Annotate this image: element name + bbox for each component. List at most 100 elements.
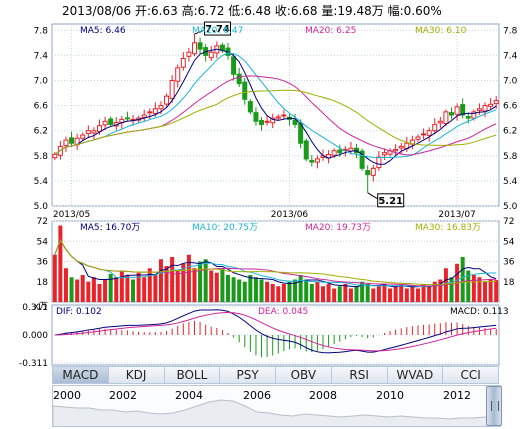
high-annotation-leader bbox=[194, 29, 205, 35]
volume-ytick-left: 72 bbox=[37, 217, 48, 227]
timeline-year: 2008 bbox=[309, 389, 337, 402]
volume-bar bbox=[231, 277, 236, 302]
low-annotation-label: 5.21 bbox=[378, 196, 403, 207]
low-annotation-box bbox=[377, 193, 405, 208]
volume-bar bbox=[91, 277, 96, 302]
price-ytick-right: 7.8 bbox=[503, 26, 518, 36]
tab-obv[interactable]: OBV bbox=[276, 366, 332, 384]
volume-bar bbox=[86, 281, 91, 302]
candle-body bbox=[85, 130, 91, 135]
candle-body bbox=[197, 42, 203, 50]
volume-bar bbox=[354, 286, 359, 302]
volume-bar bbox=[253, 277, 258, 302]
candle-body bbox=[426, 130, 432, 136]
volume-bar bbox=[103, 279, 108, 302]
candle-body bbox=[108, 118, 114, 125]
macd-legend-item: DEA: 0.045 bbox=[258, 307, 308, 317]
price-ytick-right: 7.4 bbox=[503, 51, 518, 61]
quote-date: 2013/08/06 bbox=[62, 4, 132, 18]
volume-bar bbox=[393, 286, 398, 302]
price-ytick-left: 5.4 bbox=[34, 177, 49, 187]
price-ma30-line bbox=[54, 89, 497, 155]
volume-bar bbox=[298, 275, 303, 302]
candle-body bbox=[247, 101, 253, 113]
candle-body bbox=[421, 133, 427, 136]
volume-bar bbox=[203, 259, 208, 302]
candle-body bbox=[236, 73, 242, 85]
candle-body bbox=[493, 100, 499, 105]
candle-body bbox=[370, 167, 376, 176]
volume-ma30-line bbox=[54, 238, 497, 286]
timeline-year: 2002 bbox=[109, 389, 137, 402]
close-value: 6.68 bbox=[290, 4, 318, 18]
volume-bar bbox=[52, 254, 57, 302]
candle-body bbox=[376, 156, 382, 169]
timeline-drag-handle[interactable] bbox=[486, 386, 502, 426]
volume-ytick-left: 54 bbox=[37, 237, 49, 247]
macd-legend-item: MACD: 0.113 bbox=[450, 307, 509, 317]
price-ytick-left: 7.8 bbox=[34, 26, 49, 36]
candle-body bbox=[158, 105, 164, 110]
volume-bar bbox=[360, 281, 365, 302]
volume-bar bbox=[276, 286, 281, 302]
volume-bar bbox=[209, 270, 214, 302]
tab-cci[interactable]: CCI bbox=[443, 366, 499, 384]
tab-psy[interactable]: PSY bbox=[220, 366, 276, 384]
volume-bar bbox=[388, 288, 393, 302]
volume-bar bbox=[147, 268, 152, 302]
candle-body bbox=[476, 108, 482, 111]
volume-bar bbox=[466, 270, 471, 302]
candle-body bbox=[449, 112, 455, 116]
high-value: 6.72 bbox=[197, 4, 225, 18]
candle-body bbox=[314, 158, 320, 163]
high-label: 高: bbox=[181, 4, 198, 18]
volume-legend-ma: MA10: 20.75万 bbox=[192, 223, 258, 233]
volume-bar bbox=[158, 259, 163, 302]
price-ytick-right: 5.0 bbox=[503, 202, 518, 212]
volume-bar bbox=[80, 275, 85, 302]
candle-body bbox=[465, 116, 471, 119]
candle-body bbox=[359, 150, 365, 169]
timeline-navigator[interactable]: 2000 2002 2004 2006 2008 2010 2012 bbox=[52, 385, 501, 427]
volume-bar bbox=[483, 281, 488, 302]
candle-body bbox=[180, 58, 186, 68]
volume-unit-label: x万 bbox=[34, 302, 48, 312]
candle-body bbox=[141, 114, 147, 118]
candle-body bbox=[303, 140, 309, 160]
volume-bar bbox=[131, 279, 136, 302]
candle-body bbox=[242, 81, 248, 100]
stock-chart[interactable]: 7.8 7.8 7.4 7.4 7.0 7.0 6.6 6.6 6.2 6.2 5.8 5.8 5.4 5… bbox=[0, 0, 525, 366]
price-legend-ma: MA10: 6.47 bbox=[192, 26, 243, 36]
candle-body bbox=[147, 111, 153, 114]
price-ma10-line bbox=[54, 52, 497, 159]
tab-rsi[interactable]: RSI bbox=[331, 366, 388, 384]
candle-body bbox=[231, 56, 237, 75]
volume-bar bbox=[287, 281, 292, 302]
candle-body bbox=[398, 145, 404, 149]
volume-bar bbox=[421, 284, 426, 302]
volume-bar bbox=[220, 268, 225, 302]
tab-boll[interactable]: BOLL bbox=[164, 366, 221, 384]
volume-legend-ma: MA5: 16.70万 bbox=[80, 223, 140, 233]
open-value: 6.63 bbox=[151, 4, 178, 18]
tab-wvad[interactable]: WVAD bbox=[387, 366, 444, 384]
candle-body bbox=[471, 111, 477, 119]
price-legend-ma: MA30: 6.10 bbox=[415, 26, 467, 36]
volume-bar bbox=[281, 284, 286, 302]
volume-bar bbox=[410, 286, 415, 302]
macd-legend-item: DIF: 0.102 bbox=[56, 307, 102, 317]
volume-legend-ma: MA30: 16.83万 bbox=[415, 223, 481, 233]
quote-summary: 2013/08/06 开:6.63 高:6.72 低:6.48 收:6.68 量… bbox=[62, 2, 442, 19]
price-ytick-right: 6.2 bbox=[503, 127, 517, 137]
volume-bar bbox=[265, 281, 270, 302]
price-ytick-right: 6.6 bbox=[503, 102, 518, 112]
tab-kdj[interactable]: KDJ bbox=[108, 366, 165, 384]
candle-body bbox=[488, 103, 494, 107]
candle-body bbox=[393, 149, 399, 152]
candle-body bbox=[432, 123, 438, 132]
macd-dif-line bbox=[54, 309, 497, 354]
volume-bar bbox=[259, 279, 264, 302]
price-legend-ma: MA20: 6.25 bbox=[305, 26, 356, 36]
volume-bar bbox=[181, 263, 186, 302]
tab-macd[interactable]: MACD bbox=[52, 366, 109, 384]
